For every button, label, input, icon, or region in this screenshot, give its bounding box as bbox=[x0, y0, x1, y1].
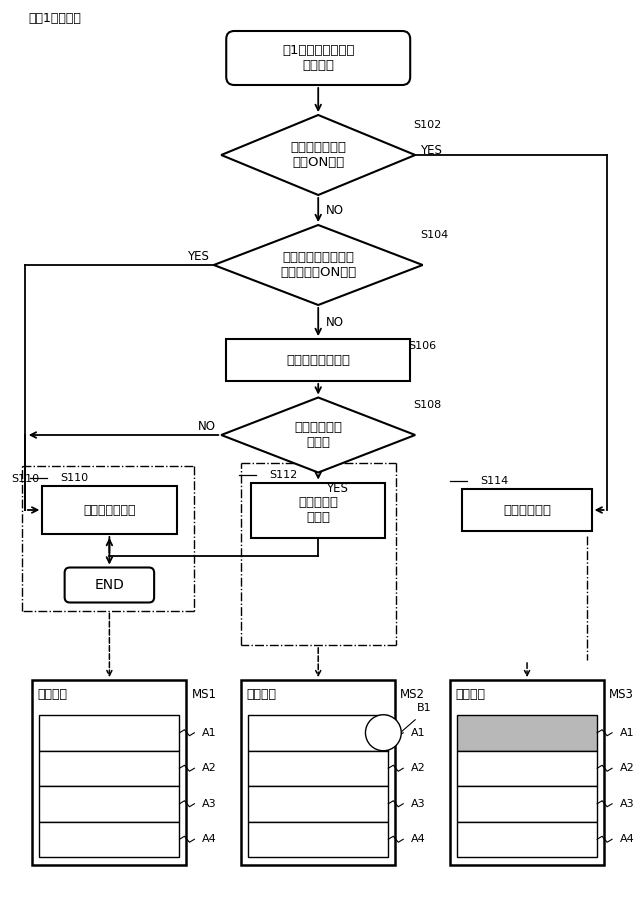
Text: 年賀状: 年賀状 bbox=[98, 726, 120, 739]
Text: A4: A4 bbox=[202, 834, 217, 844]
Text: S112: S112 bbox=[269, 469, 297, 479]
Text: A4: A4 bbox=[411, 834, 426, 844]
Text: 喪中はがき: 喪中はがき bbox=[300, 761, 337, 775]
Text: S102: S102 bbox=[413, 120, 442, 130]
FancyBboxPatch shape bbox=[226, 31, 410, 85]
Text: デフォルト表示: デフォルト表示 bbox=[83, 503, 136, 517]
FancyBboxPatch shape bbox=[65, 567, 154, 602]
Text: A1: A1 bbox=[411, 728, 426, 738]
Text: YES: YES bbox=[420, 144, 442, 156]
Bar bbox=[39, 715, 179, 751]
Text: A2: A2 bbox=[620, 763, 635, 773]
Bar bbox=[457, 715, 597, 751]
Text: スキャン: スキャン bbox=[512, 832, 542, 846]
Text: YES: YES bbox=[187, 251, 209, 263]
Bar bbox=[457, 786, 597, 822]
Text: 喪中状態フラグ
＝「ON」？: 喪中状態フラグ ＝「ON」？ bbox=[290, 141, 346, 169]
Text: NO: NO bbox=[326, 316, 344, 328]
Text: 寒中見舞い: 寒中見舞い bbox=[508, 797, 546, 810]
Text: NO: NO bbox=[326, 203, 344, 217]
Text: S106: S106 bbox=[408, 341, 436, 351]
Text: S114: S114 bbox=[480, 476, 509, 486]
Text: YES: YES bbox=[326, 483, 348, 495]
Text: バッジ画像
を配置: バッジ画像 を配置 bbox=[298, 496, 338, 524]
Polygon shape bbox=[214, 225, 422, 305]
Text: いずれかの年賀送付
フラグ＝「ON」？: いずれかの年賀送付 フラグ＝「ON」？ bbox=[280, 251, 356, 279]
Text: 寒中見舞い: 寒中見舞い bbox=[91, 797, 128, 810]
Bar bbox=[241, 680, 396, 865]
Bar bbox=[463, 489, 592, 531]
Text: S108: S108 bbox=[413, 400, 442, 411]
Text: A3: A3 bbox=[411, 798, 426, 809]
Bar bbox=[42, 486, 177, 534]
Bar bbox=[226, 339, 410, 381]
Text: 年賀状: 年賀状 bbox=[516, 726, 538, 739]
Text: A2: A2 bbox=[202, 763, 217, 773]
Polygon shape bbox=[221, 397, 415, 473]
Text: 問合せ信号を送信: 問合せ信号を送信 bbox=[286, 353, 350, 367]
Text: S110: S110 bbox=[60, 473, 88, 483]
Text: MS1: MS1 bbox=[191, 688, 216, 701]
Bar bbox=[248, 751, 388, 786]
Bar bbox=[248, 786, 388, 822]
Text: New: New bbox=[372, 728, 394, 738]
Text: メニュー: メニュー bbox=[455, 688, 485, 700]
Text: メニュー: メニュー bbox=[246, 688, 276, 700]
Bar bbox=[39, 822, 179, 857]
Text: 年賀状: 年賀状 bbox=[307, 726, 330, 739]
Text: 第1のメニュー画面
表示処理: 第1のメニュー画面 表示処理 bbox=[282, 44, 355, 72]
Text: A3: A3 bbox=[620, 798, 635, 809]
Bar bbox=[39, 751, 179, 786]
Bar bbox=[450, 680, 604, 865]
Text: 喪中はがき: 喪中はがき bbox=[508, 761, 546, 775]
Bar bbox=[251, 483, 385, 538]
Text: （第1実施例）: （第1実施例） bbox=[28, 12, 81, 24]
Polygon shape bbox=[221, 115, 415, 195]
Bar bbox=[39, 786, 179, 822]
Text: A1: A1 bbox=[620, 728, 635, 738]
Text: 喪中はがき: 喪中はがき bbox=[91, 761, 128, 775]
Text: NO: NO bbox=[198, 421, 216, 433]
Text: A1: A1 bbox=[202, 728, 217, 738]
Text: スキャン: スキャン bbox=[303, 832, 333, 846]
Text: A4: A4 bbox=[620, 834, 635, 844]
Bar bbox=[32, 680, 186, 865]
Circle shape bbox=[365, 715, 401, 751]
Text: B1: B1 bbox=[417, 703, 432, 713]
Text: グレーアウト: グレーアウト bbox=[503, 503, 551, 517]
Bar bbox=[248, 822, 388, 857]
Text: A2: A2 bbox=[411, 763, 426, 773]
Bar bbox=[457, 751, 597, 786]
Bar bbox=[248, 715, 388, 751]
Text: スキャン: スキャン bbox=[94, 832, 124, 846]
Text: メニュー: メニュー bbox=[37, 688, 67, 700]
Text: END: END bbox=[95, 578, 124, 592]
Bar bbox=[457, 822, 597, 857]
Text: A3: A3 bbox=[202, 798, 217, 809]
Text: 新画像通知を
受信？: 新画像通知を 受信？ bbox=[294, 421, 342, 449]
Text: S110: S110 bbox=[11, 474, 39, 484]
Text: S104: S104 bbox=[420, 230, 449, 240]
Text: MS3: MS3 bbox=[609, 688, 634, 701]
Text: 寒中見舞い: 寒中見舞い bbox=[300, 797, 337, 810]
Text: MS2: MS2 bbox=[400, 688, 425, 701]
